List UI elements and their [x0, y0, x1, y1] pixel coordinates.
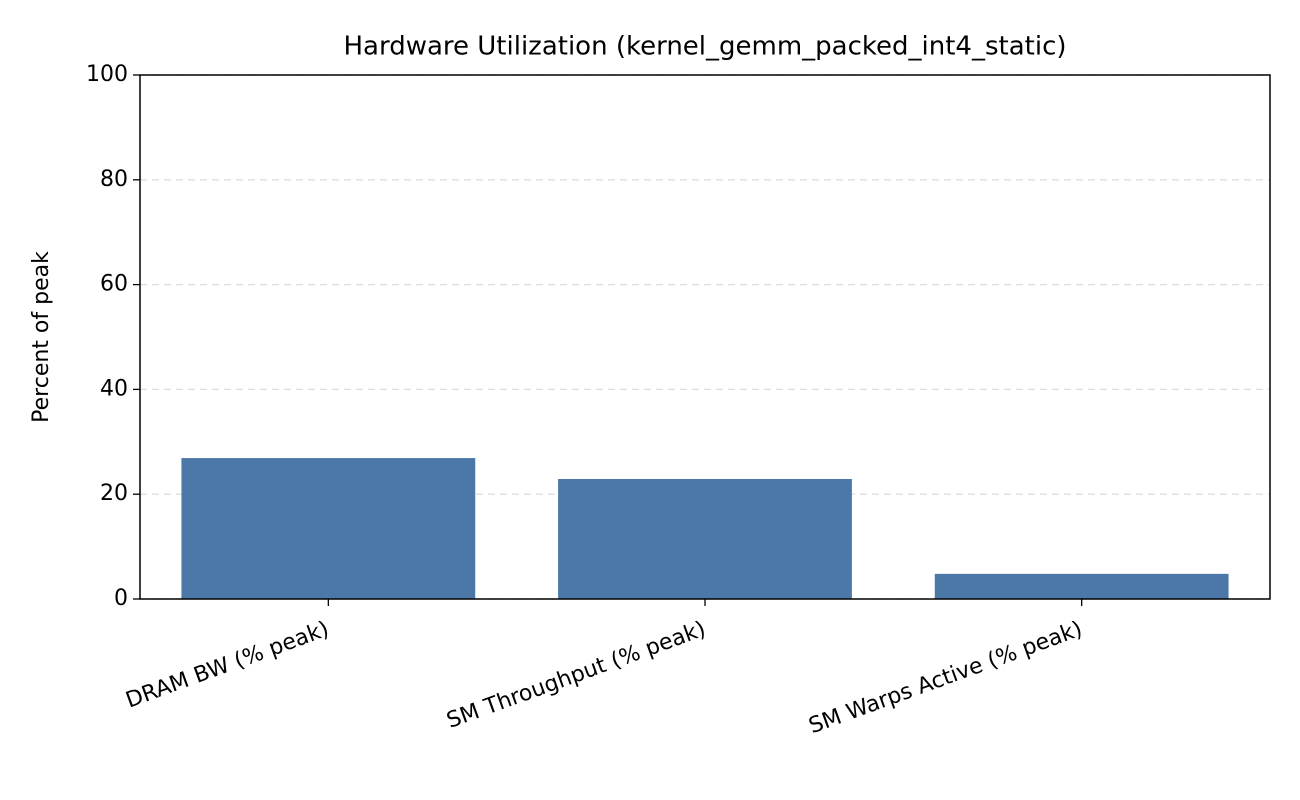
y-axis-label: Percent of peak	[29, 251, 54, 423]
bar	[181, 458, 476, 599]
x-tick-label: SM Throughput (% peak)	[444, 617, 710, 734]
chart-title: Hardware Utilization (kernel_gemm_packed…	[343, 32, 1066, 62]
y-tick-label: 80	[100, 167, 128, 192]
x-tick-label: SM Warps Active (% peak)	[806, 617, 1086, 739]
y-tick-label: 0	[114, 586, 128, 611]
y-tick-label: 20	[100, 481, 128, 506]
y-tick-label: 40	[100, 376, 128, 401]
y-tick-label: 60	[100, 272, 128, 297]
bar	[558, 479, 852, 599]
y-tick-label: 100	[86, 62, 128, 87]
plot-frame	[139, 74, 1271, 600]
bar	[934, 573, 1229, 599]
x-tick-label: DRAM BW (% peak)	[123, 617, 333, 714]
